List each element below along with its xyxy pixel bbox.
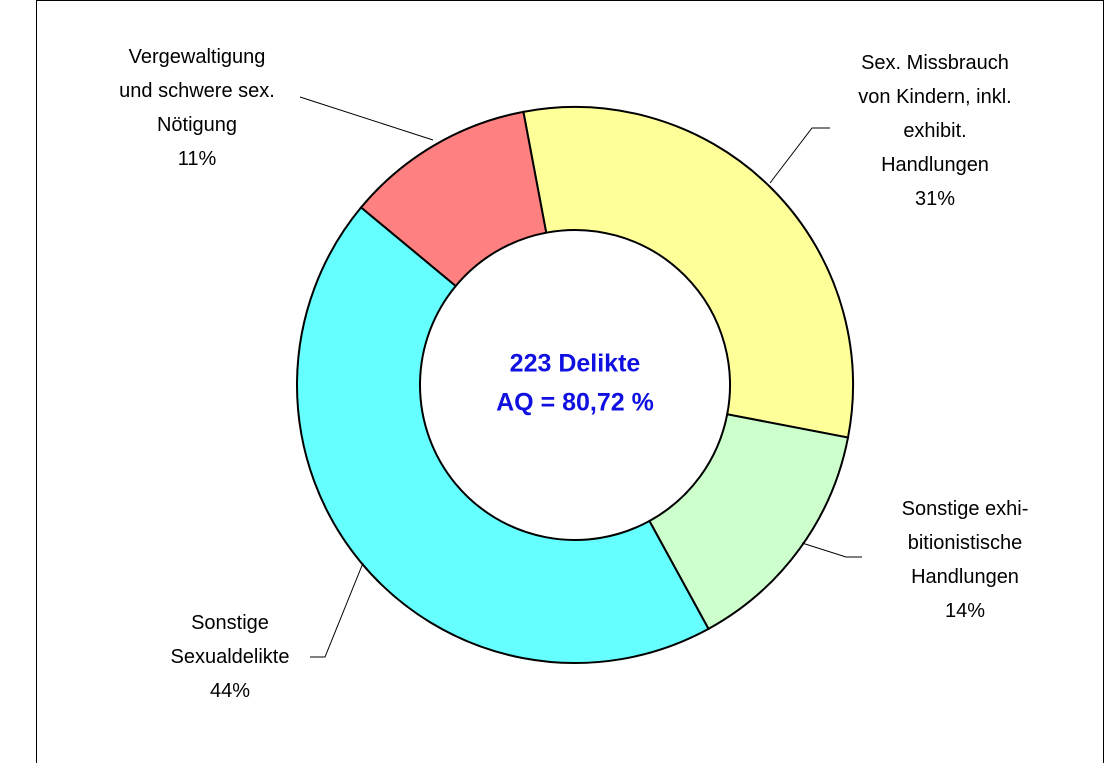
- leader-line: [310, 562, 364, 658]
- frame: [36, 0, 1104, 763]
- slice-label: Sonstige Sexualdelikte: [170, 612, 290, 668]
- slice-label: Sonstige exhi- bitionistische Handlungen: [901, 498, 1029, 588]
- donut-slice: [359, 110, 548, 288]
- center-text: 223 Delikte: [510, 350, 641, 378]
- leader-line: [299, 96, 434, 141]
- slice-label: Sex. Missbrauch von Kindern, inkl. exhib…: [858, 52, 1012, 176]
- slice-percent: 44%: [209, 680, 251, 702]
- donut-slice: [522, 106, 854, 439]
- leader-lines: [299, 96, 862, 658]
- slice-percent: 31%: [914, 188, 956, 210]
- slice-percent: 11%: [177, 148, 217, 170]
- slice-label: Vergewaltigung und schwere sex. Nötigung: [119, 46, 275, 136]
- leader-line: [769, 127, 830, 184]
- donut-slice: [296, 206, 710, 664]
- slice-percent: 14%: [944, 600, 986, 622]
- center-text: AQ = 80,72 %: [496, 389, 654, 417]
- leader-line: [801, 542, 862, 558]
